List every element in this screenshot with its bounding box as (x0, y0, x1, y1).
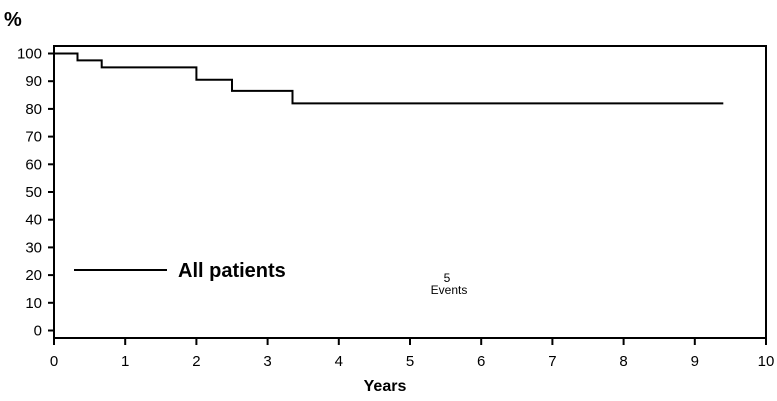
y-tick-label: 10 (25, 295, 42, 312)
y-axis-label: % (4, 9, 22, 31)
x-tick-label: 2 (192, 353, 200, 370)
x-tick-label: 5 (406, 353, 414, 370)
y-tick-label: 50 (25, 184, 42, 201)
y-tick-label: 40 (25, 212, 42, 229)
series-layer (54, 52, 724, 105)
x-tick-label: 7 (548, 353, 556, 370)
x-tick-label: 4 (335, 353, 343, 370)
y-tick-label: 60 (25, 156, 42, 173)
y-axis: 0 10 20 30 40 50 60 70 80 90 100 (17, 46, 54, 340)
events-label: Events (431, 283, 468, 297)
y-tick-label: 100 (17, 46, 42, 63)
plot-frame (53, 45, 767, 339)
x-tick-label: 1 (121, 353, 129, 370)
x-tick-label: 10 (758, 353, 775, 370)
x-axis: 0 1 2 3 4 5 6 7 8 9 10 (50, 338, 775, 370)
legend-label: All patients (178, 260, 286, 282)
x-tick-label: 9 (691, 353, 699, 370)
survival-curve (54, 52, 724, 105)
y-tick-label: 70 (25, 129, 42, 146)
events-annotation: 5 Events (431, 271, 468, 297)
x-tick-label: 3 (263, 353, 271, 370)
x-tick-label: 8 (619, 353, 627, 370)
y-tick-label: 90 (25, 73, 42, 90)
y-tick-label: 30 (25, 239, 42, 256)
y-tick-label: 80 (25, 101, 42, 118)
x-tick-label: 6 (477, 353, 485, 370)
events-count: 5 (444, 271, 451, 285)
y-tick-label: 20 (25, 267, 42, 284)
x-tick-label: 0 (50, 353, 58, 370)
legend: All patients (74, 260, 286, 282)
y-tick-label: 0 (34, 323, 42, 340)
x-axis-label: Years (364, 378, 407, 395)
